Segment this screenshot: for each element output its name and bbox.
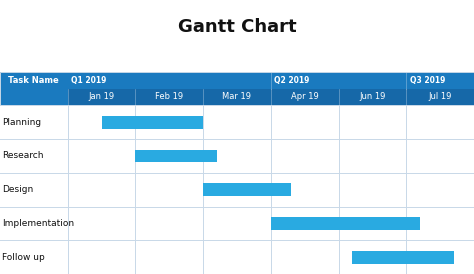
Text: Feb 19: Feb 19 — [155, 92, 183, 101]
Bar — [68, 139, 474, 173]
Text: Gantt Chart: Gantt Chart — [178, 18, 296, 36]
Text: Q3 2019: Q3 2019 — [410, 76, 445, 85]
Bar — [271, 217, 420, 230]
Bar — [0, 72, 474, 105]
Bar — [0, 105, 68, 274]
Text: Research: Research — [2, 152, 44, 161]
Text: Mar 19: Mar 19 — [222, 92, 252, 101]
Bar — [101, 116, 203, 129]
Text: Implementation: Implementation — [2, 219, 74, 228]
Bar — [68, 173, 474, 207]
Text: Task Name: Task Name — [9, 76, 59, 85]
Text: Q1 2019: Q1 2019 — [71, 76, 107, 85]
Bar — [68, 240, 474, 274]
Bar — [203, 183, 291, 196]
Bar — [68, 89, 474, 105]
Text: Planning: Planning — [2, 118, 41, 127]
Bar — [68, 207, 474, 240]
Text: Q2 2019: Q2 2019 — [274, 76, 310, 85]
Bar — [68, 105, 474, 139]
Bar — [352, 251, 454, 264]
Text: Apr 19: Apr 19 — [291, 92, 319, 101]
Text: Design: Design — [2, 185, 33, 194]
Text: Follow up: Follow up — [2, 253, 45, 262]
Bar — [68, 72, 474, 89]
Text: Jan 19: Jan 19 — [89, 92, 115, 101]
Text: Jul 19: Jul 19 — [428, 92, 452, 101]
Text: Jun 19: Jun 19 — [359, 92, 386, 101]
Bar — [136, 150, 217, 162]
Bar — [0, 72, 68, 105]
